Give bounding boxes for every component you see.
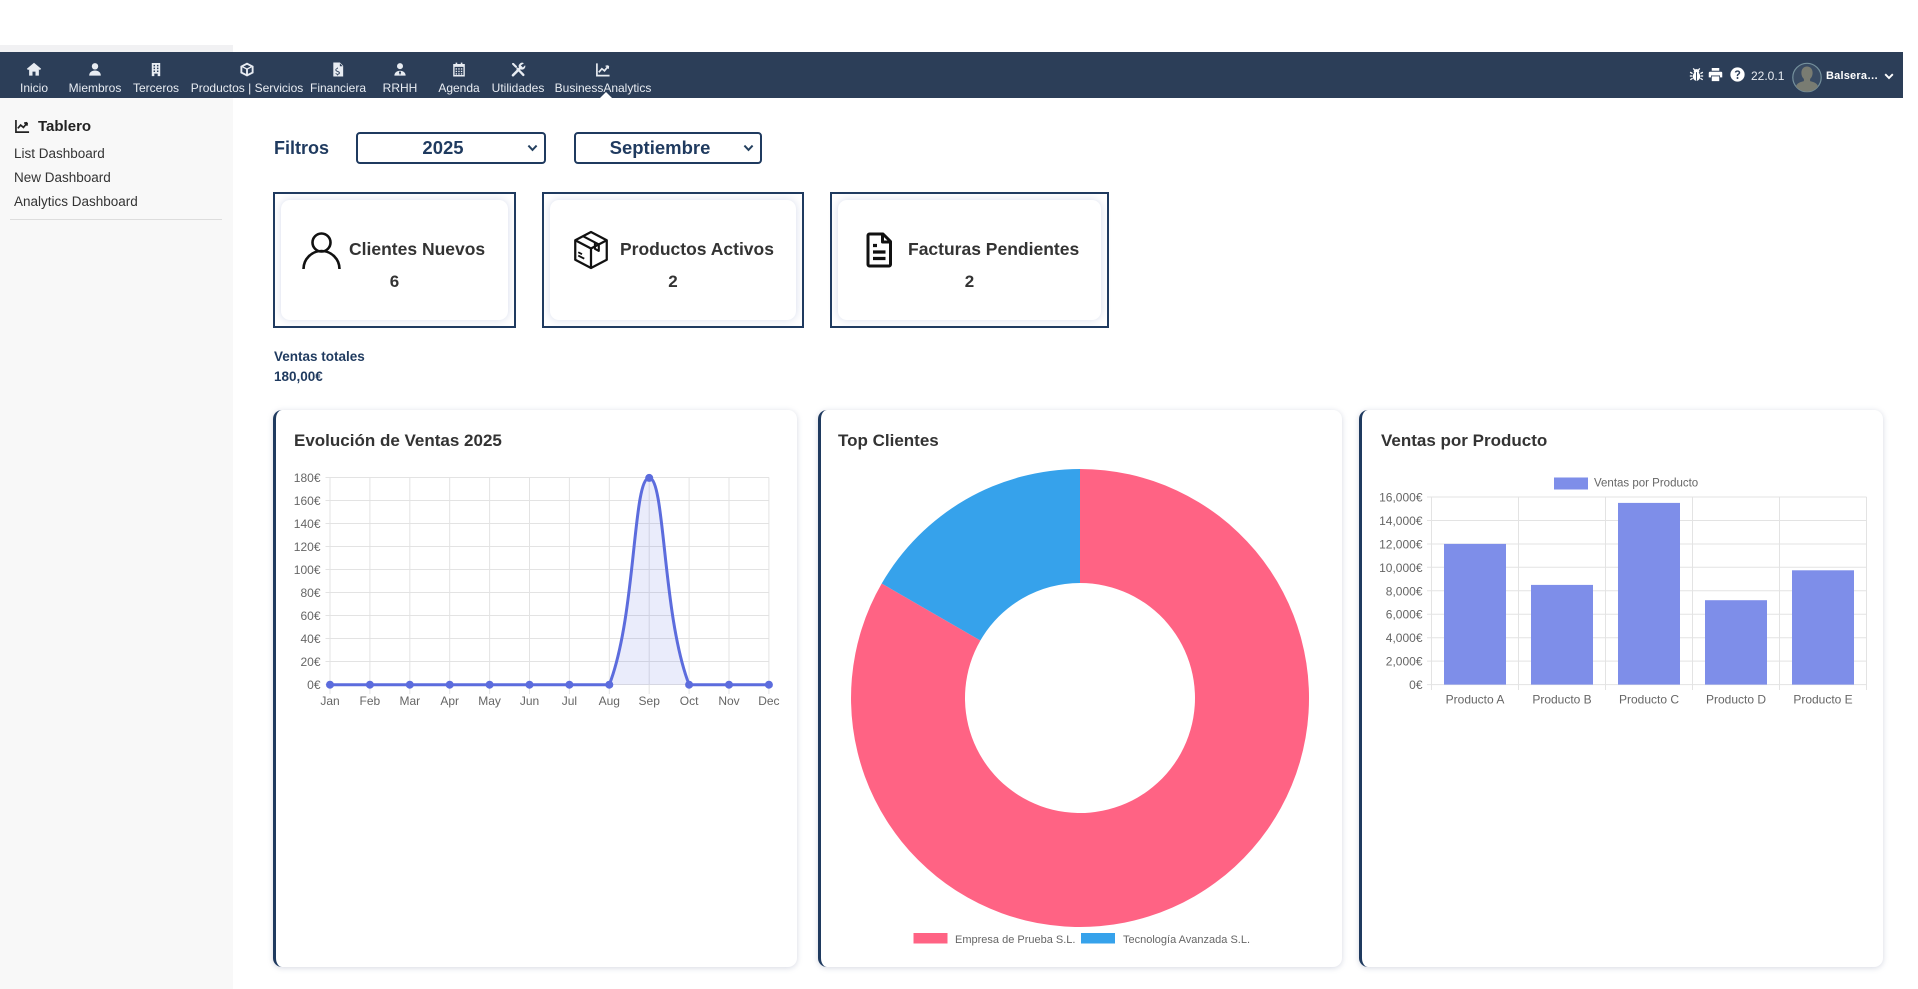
svg-text:May: May xyxy=(478,694,501,708)
svg-text:8,000€: 8,000€ xyxy=(1386,584,1423,598)
svg-text:14,000€: 14,000€ xyxy=(1379,514,1423,528)
svg-text:Oct: Oct xyxy=(680,694,699,708)
svg-text:160€: 160€ xyxy=(294,494,321,508)
svg-text:Aug: Aug xyxy=(599,694,620,708)
svg-text:60€: 60€ xyxy=(300,609,320,623)
svg-text:Dec: Dec xyxy=(758,694,779,708)
svg-text:0€: 0€ xyxy=(1409,678,1423,692)
svg-text:Jul: Jul xyxy=(562,694,577,708)
svg-text:Nov: Nov xyxy=(718,694,739,708)
svg-text:40€: 40€ xyxy=(300,632,320,646)
svg-text:100€: 100€ xyxy=(294,563,321,577)
svg-text:Producto A: Producto A xyxy=(1446,693,1505,707)
svg-text:Sep: Sep xyxy=(639,694,661,708)
svg-text:20€: 20€ xyxy=(300,655,320,669)
svg-text:Producto C: Producto C xyxy=(1619,693,1679,707)
svg-text:16,000€: 16,000€ xyxy=(1379,491,1423,505)
svg-text:6,000€: 6,000€ xyxy=(1386,608,1423,622)
svg-text:Producto D: Producto D xyxy=(1706,693,1766,707)
svg-text:4,000€: 4,000€ xyxy=(1386,631,1423,645)
svg-text:Feb: Feb xyxy=(360,694,381,708)
svg-text:12,000€: 12,000€ xyxy=(1379,538,1423,552)
svg-text:Jan: Jan xyxy=(320,694,339,708)
svg-text:Producto B: Producto B xyxy=(1532,693,1591,707)
svg-text:0€: 0€ xyxy=(307,678,321,692)
svg-text:120€: 120€ xyxy=(294,540,321,554)
svg-text:Apr: Apr xyxy=(440,694,459,708)
svg-text:2,000€: 2,000€ xyxy=(1386,655,1423,669)
svg-text:Producto E: Producto E xyxy=(1793,693,1852,707)
svg-text:180€: 180€ xyxy=(294,471,321,485)
svg-text:Mar: Mar xyxy=(399,694,420,708)
svg-text:10,000€: 10,000€ xyxy=(1379,561,1423,575)
svg-text:140€: 140€ xyxy=(294,517,321,531)
svg-text:Tecnología Avanzada S.L.: Tecnología Avanzada S.L. xyxy=(1123,934,1250,946)
svg-text:Jun: Jun xyxy=(520,694,539,708)
svg-text:Ventas por Producto: Ventas por Producto xyxy=(1594,478,1698,490)
svg-text:Empresa de Prueba S.L.: Empresa de Prueba S.L. xyxy=(955,934,1075,946)
svg-text:80€: 80€ xyxy=(300,586,320,600)
